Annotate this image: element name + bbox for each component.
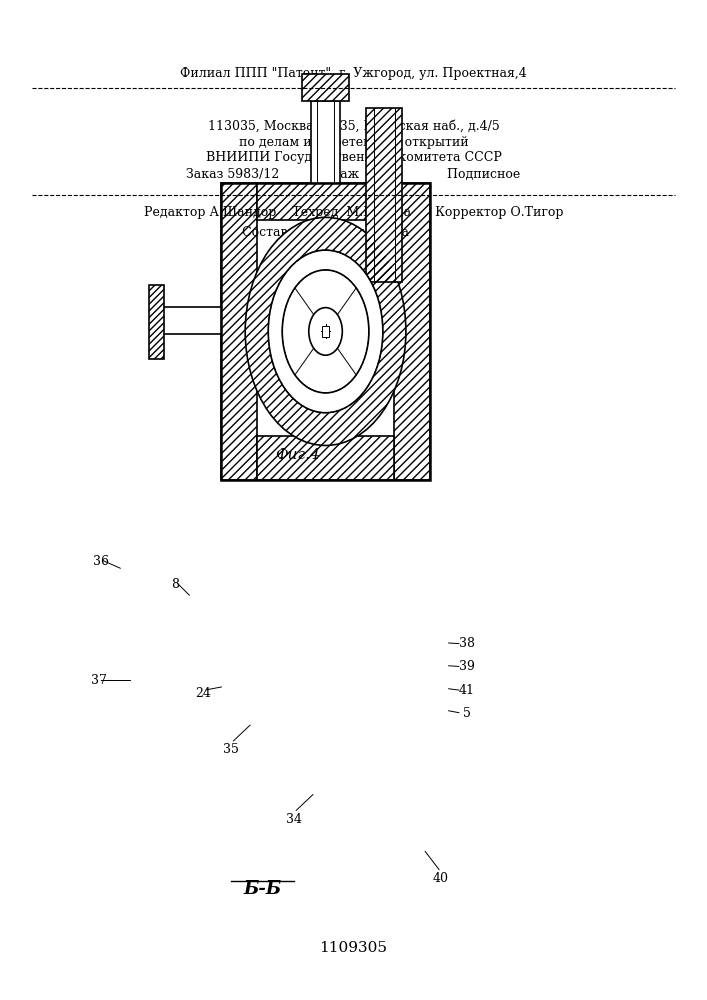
- Text: 113035, Москва, Ж-35, Раушская наб., д.4/5: 113035, Москва, Ж-35, Раушская наб., д.4…: [208, 119, 499, 133]
- Text: 34: 34: [286, 813, 302, 826]
- Circle shape: [268, 250, 383, 413]
- Text: по делам изобретений и открытий: по делам изобретений и открытий: [239, 135, 468, 149]
- Text: 39: 39: [459, 660, 474, 673]
- Bar: [221, 183, 257, 480]
- Text: 35: 35: [223, 743, 239, 756]
- Bar: [311, 101, 340, 183]
- Circle shape: [245, 217, 406, 445]
- Bar: [257, 436, 394, 480]
- Bar: [161, 307, 221, 334]
- Text: Филиал ППП "Патент", г. Ужгород, ул. Проектная,4: Филиал ППП "Патент", г. Ужгород, ул. Про…: [180, 67, 527, 80]
- Bar: [302, 74, 349, 101]
- Text: 24: 24: [195, 687, 211, 700]
- Bar: [257, 183, 394, 220]
- Text: 40: 40: [433, 872, 449, 885]
- Text: 36: 36: [93, 555, 109, 568]
- Text: 37: 37: [90, 674, 107, 687]
- Bar: [322, 326, 329, 337]
- Bar: [394, 183, 431, 480]
- Bar: [148, 285, 164, 359]
- Bar: [257, 436, 394, 480]
- Text: 1109305: 1109305: [320, 941, 387, 955]
- Text: Составитель  А.Киселева: Составитель А.Киселева: [242, 226, 409, 239]
- Bar: [394, 183, 431, 480]
- Bar: [221, 183, 431, 480]
- Bar: [257, 183, 394, 220]
- Bar: [221, 183, 257, 480]
- Bar: [148, 285, 164, 359]
- Text: Фиг.4: Фиг.4: [275, 448, 320, 462]
- Text: Редактор А.Шандор    Техред  М.Кузьма      Корректор О.Тигор: Редактор А.Шандор Техред М.Кузьма Коррек…: [144, 206, 563, 219]
- Circle shape: [282, 270, 369, 393]
- Text: 41: 41: [459, 684, 474, 697]
- Text: ВНИИПИ Государственного комитета СССР: ВНИИПИ Государственного комитета СССР: [206, 151, 501, 164]
- Circle shape: [309, 308, 342, 355]
- Bar: [366, 108, 402, 282]
- Text: 5: 5: [463, 707, 471, 720]
- Bar: [302, 74, 349, 101]
- Bar: [366, 108, 402, 282]
- Text: 8: 8: [171, 578, 180, 591]
- Text: Б-Б: Б-Б: [243, 880, 282, 898]
- Text: Заказ 5983/12         Тираж   1037           Подписное: Заказ 5983/12 Тираж 1037 Подписное: [187, 168, 520, 181]
- Text: 38: 38: [459, 637, 474, 650]
